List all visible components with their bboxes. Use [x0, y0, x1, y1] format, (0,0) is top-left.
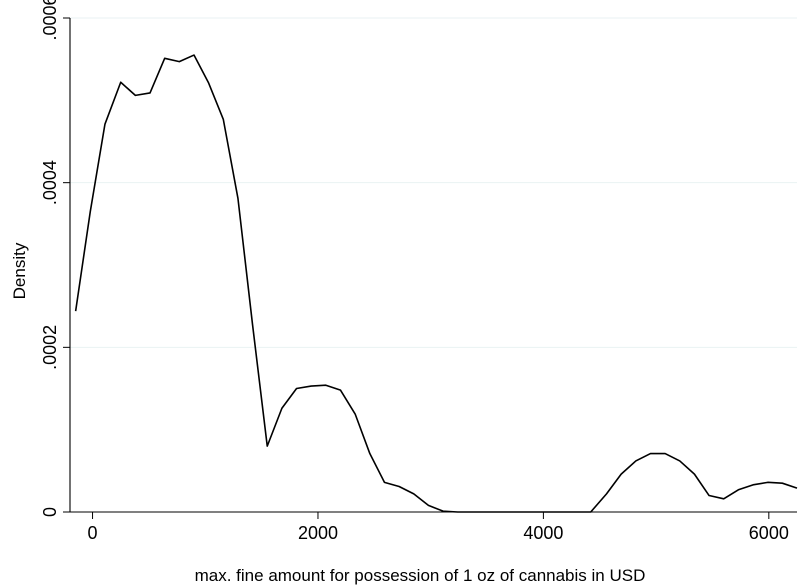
x-tick-label: 6000 — [749, 523, 789, 543]
grid-lines — [70, 17, 797, 348]
y-tick-label: .0006 — [40, 0, 60, 41]
density-series-line — [74, 54, 798, 513]
series-layer — [74, 54, 798, 513]
y-tick-label: .0002 — [40, 325, 60, 370]
y-tick-label: 0 — [40, 507, 60, 517]
x-axis-title: max. fine amount for possession of 1 oz … — [195, 566, 646, 585]
y-tick-label: .0004 — [40, 160, 60, 205]
x-tick-label: 4000 — [523, 523, 563, 543]
x-tick-label: 0 — [88, 523, 98, 543]
x-tick-label: 2000 — [298, 523, 338, 543]
y-axis-title: Density — [10, 242, 29, 299]
y-axis-ticks: 0 .0002 .0004 .0006 — [40, 0, 70, 517]
x-axis-ticks: 0 2000 4000 6000 — [88, 512, 789, 543]
